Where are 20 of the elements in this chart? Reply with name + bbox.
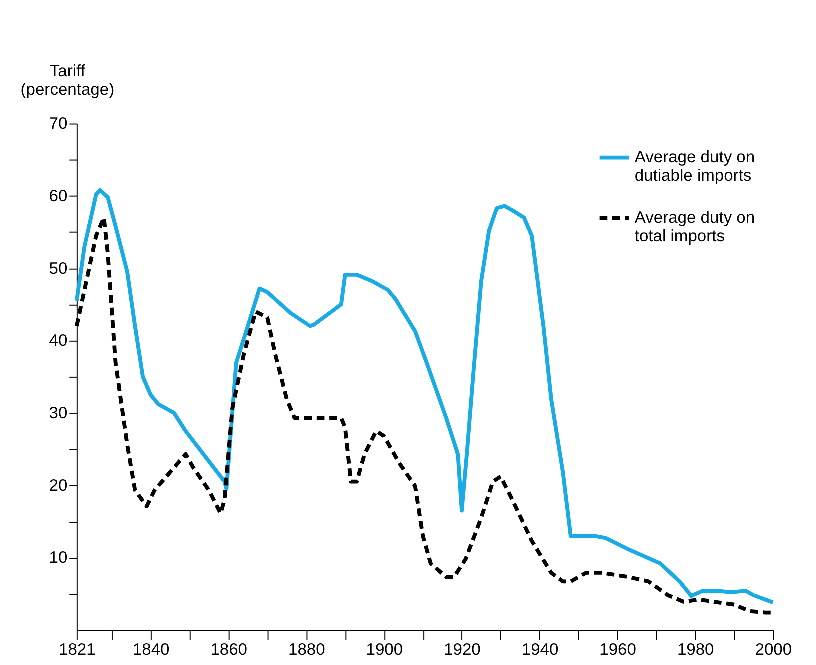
y-tick-label: 50 [49, 258, 68, 278]
x-tick-label: 1900 [366, 640, 404, 659]
y-tick-label: 70 [49, 114, 68, 134]
x-tick-label: 1821 [59, 640, 96, 659]
x-tick-label: 1920 [444, 640, 481, 659]
x-tick-label: 1960 [600, 640, 636, 659]
x-tick-label: 1840 [132, 640, 170, 659]
y-tick-label: 20 [49, 476, 68, 495]
x-tick-label: 1880 [288, 640, 326, 659]
y-tick-label: 30 [49, 403, 68, 422]
x-tick-label: 1940 [522, 640, 559, 659]
x-tick-label: 1860 [210, 640, 248, 659]
y-tick-label: 10 [49, 548, 68, 568]
legend-label: Average duty on total imports [634, 208, 756, 246]
y-tick-label: 40 [49, 331, 68, 350]
x-tick-label: 1980 [677, 640, 714, 659]
y-tick-label: 60 [49, 186, 68, 206]
x-tick-label: 2000 [755, 640, 792, 659]
legend-label: Average duty on dutiable imports [634, 148, 756, 186]
y-axis-title: Tariff (percentage) [20, 62, 115, 100]
